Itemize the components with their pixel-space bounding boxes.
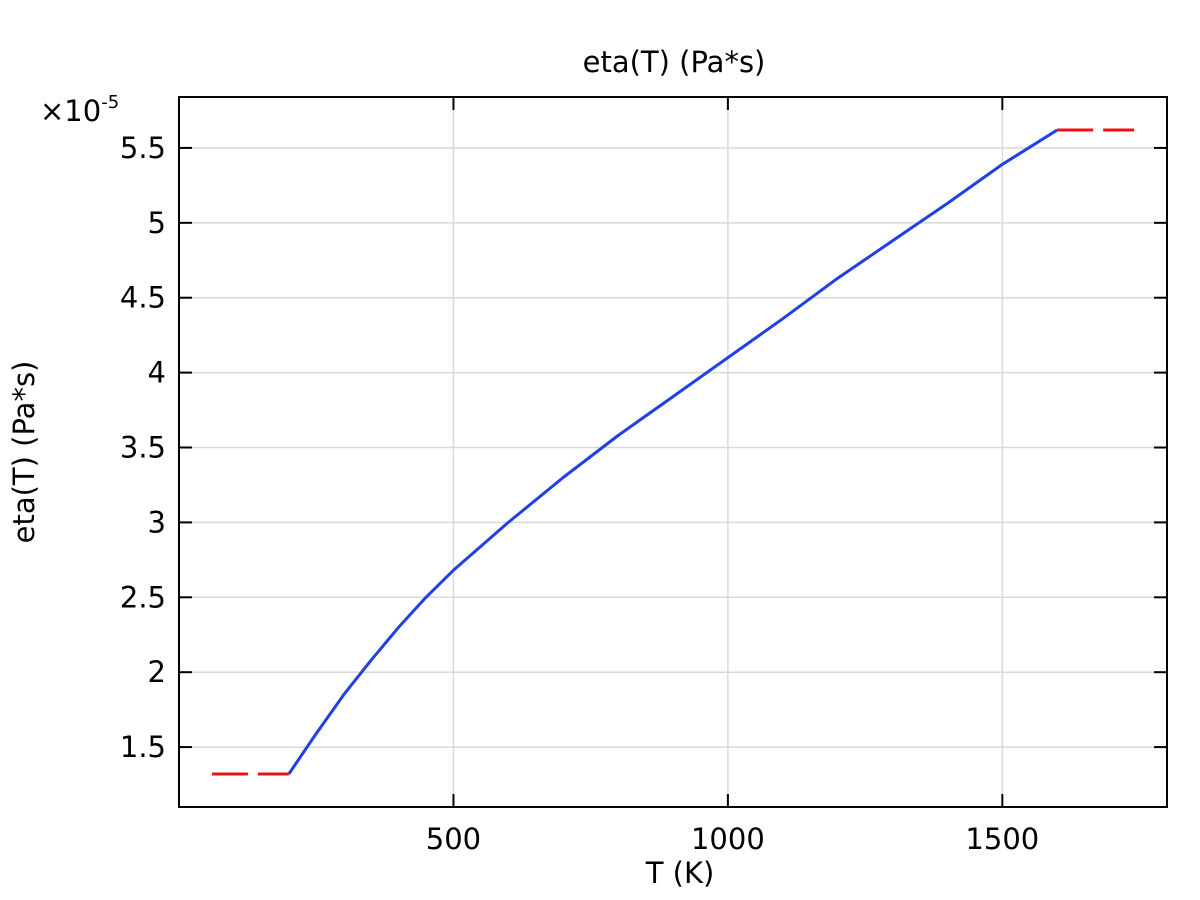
x-tick-label: 1000 (691, 822, 765, 856)
y-tick-label: 2 (148, 655, 166, 689)
grid (179, 97, 1167, 807)
ticks (179, 97, 1167, 807)
y-multiplier-exponent: -5 (101, 92, 119, 113)
y-multiplier: ×10-5 (40, 92, 119, 128)
x-tick-label: 1500 (965, 822, 1039, 856)
series-group (211, 128, 1135, 776)
y-tick-label: 3 (148, 505, 166, 539)
y-axis-label: eta(T) (Pa*s) (7, 361, 41, 544)
y-tick-label: 3.5 (120, 431, 166, 465)
y-tick-label: 5.5 (120, 131, 166, 165)
y-tick-label: 1.5 (120, 730, 166, 764)
y-tick-label: 4 (148, 356, 166, 390)
tick-labels: 500 1000 1500 1.5 2 2.5 3 3.5 4 4.5 5 5.5 (120, 131, 1039, 856)
y-tick-label: 2.5 (120, 580, 166, 614)
chart-title: eta(T) (Pa*s) (583, 45, 766, 79)
x-axis-label: T (K) (645, 856, 715, 890)
y-tick-label: 4.5 (120, 281, 166, 315)
x-tick-label: 500 (426, 822, 481, 856)
y-tick-label: 5 (148, 206, 166, 240)
series-line (287, 128, 1058, 775)
y-multiplier-base: ×10 (40, 94, 101, 128)
plot-frame (178, 96, 1168, 808)
